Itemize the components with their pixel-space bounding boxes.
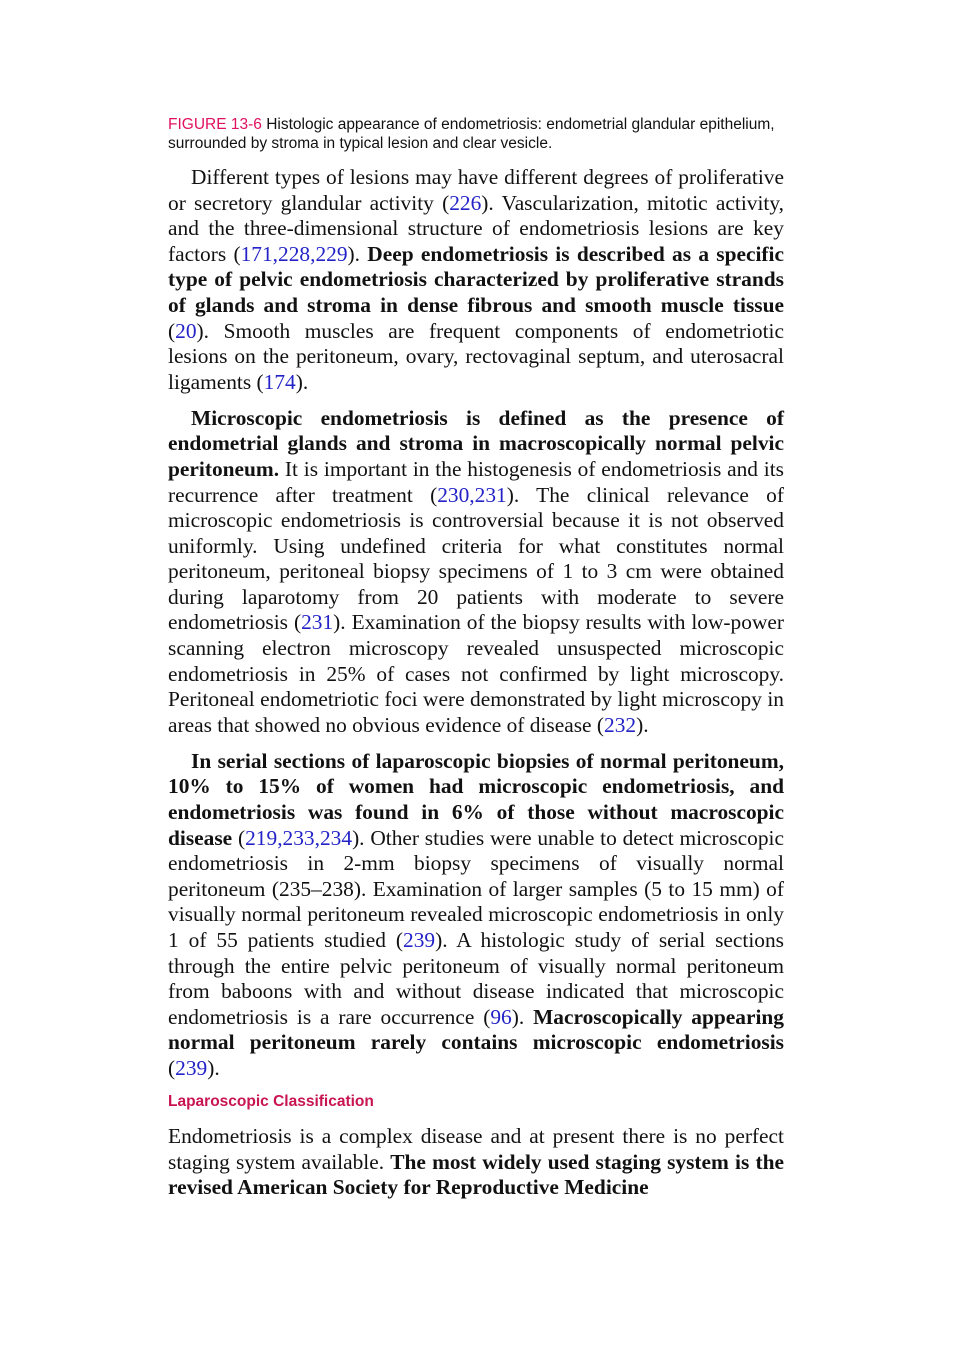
bold-text: Deep endometriosis is described as a spe… <box>168 241 784 317</box>
reference-link[interactable]: 96 <box>490 1004 512 1029</box>
figure-caption: FIGURE 13-6 Histologic appearance of end… <box>168 115 788 153</box>
figure-label: FIGURE 13-6 <box>168 116 262 133</box>
body-column: Different types of lesions may have diff… <box>168 165 784 1211</box>
body-text: ( <box>168 318 176 343</box>
reference-link[interactable]: 232 <box>604 712 637 737</box>
body-text: ). Other studies were unable to detect m… <box>168 825 784 952</box>
body-text: It is important in the histogenesis of e… <box>168 456 784 507</box>
reference-link[interactable]: 171,228,229 <box>240 241 348 266</box>
body-text: ). Smooth muscles are frequent component… <box>168 318 784 394</box>
body-text: ). <box>295 369 309 394</box>
body-text: ). <box>347 241 368 266</box>
reference-link[interactable]: 239 <box>175 1055 208 1080</box>
reference-link[interactable]: 219,233,234 <box>245 825 353 850</box>
reference-link[interactable]: 20 <box>175 318 197 343</box>
reference-link[interactable]: 226 <box>449 190 482 215</box>
bold-text: In serial sections of laparoscopic biops… <box>168 748 784 850</box>
body-text: ). <box>511 1004 534 1029</box>
paragraph-1: Different types of lesions may have diff… <box>168 165 784 395</box>
section-heading: Laparoscopic Classification <box>168 1092 374 1110</box>
bold-text: The most widely used staging system is t… <box>168 1149 784 1200</box>
body-text: ). A histologic study of serial sections… <box>168 928 784 1029</box>
body-text: ). <box>636 712 649 737</box>
reference-link[interactable]: 231 <box>301 610 334 635</box>
reference-link[interactable]: 230,231 <box>437 482 507 507</box>
body-text: ( <box>232 825 246 850</box>
body-text: Endometriosis is a complex disease and a… <box>168 1123 784 1174</box>
reference-link[interactable]: 174 <box>263 369 296 394</box>
figure-caption-text: Histologic appearance of endometriosis: … <box>168 116 775 152</box>
body-text: ( <box>168 1055 176 1080</box>
paragraph-4: Endometriosis is a complex disease and a… <box>168 1124 784 1201</box>
body-text: ). Vascularization, mitotic activity, an… <box>168 190 784 266</box>
body-text: Different types of lesions may have diff… <box>168 165 784 215</box>
bold-text: Microscopic endometriosis is defined as … <box>168 405 784 481</box>
reference-link[interactable]: 239 <box>403 928 436 952</box>
bold-text: Macroscopically appearing normal periton… <box>168 1004 784 1055</box>
paragraph-3: In serial sections of laparoscopic biops… <box>168 749 784 1082</box>
body-text: ). Examination of the biopsy results wit… <box>168 610 785 737</box>
paragraph-2: Microscopic endometriosis is defined as … <box>168 406 784 739</box>
body-text: ). The clinical relevance of microscopic… <box>168 482 784 635</box>
body-text: ). <box>207 1055 220 1080</box>
